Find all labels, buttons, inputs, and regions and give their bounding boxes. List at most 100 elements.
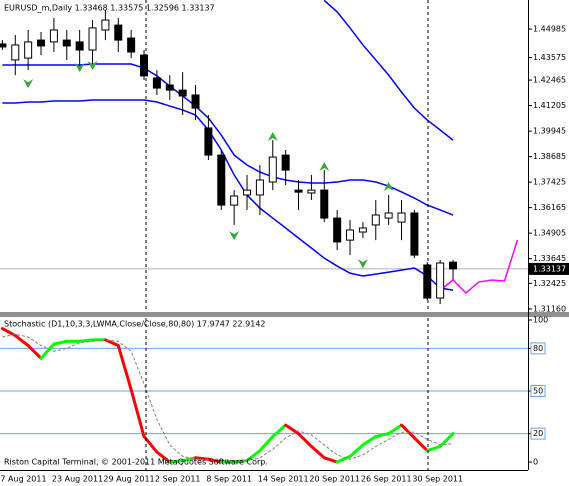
chart-title: EURUSD_m,Daily 1.33468 1.33575 1.32596 1… (4, 4, 215, 13)
level-label-box (530, 342, 546, 355)
stochastic-segment (400, 423, 416, 440)
stochastic-segment (232, 459, 249, 464)
candle-body (114, 24, 123, 41)
stochastic-segment (297, 432, 313, 448)
axes (0, 0, 569, 471)
candle-body (0, 43, 7, 48)
stochastic-segment (129, 388, 146, 438)
x-tick-label: 26 Sep 2011 (361, 475, 412, 484)
candle-body (255, 179, 264, 196)
y-tick-label: 20 (533, 429, 543, 438)
stochastic-plot (0, 327, 528, 464)
fractal-arrow (229, 231, 240, 241)
candle-body (281, 154, 290, 171)
x-tick-label: 8 Sep 2011 (206, 475, 252, 484)
fractal-arrow (319, 161, 330, 171)
price-tag (529, 262, 569, 275)
stochastic-segment (361, 434, 378, 447)
x-tick-label: 23 Aug 2011 (52, 475, 103, 484)
candle-body (371, 214, 380, 226)
candle-body (49, 29, 58, 43)
signal-line (2, 333, 454, 462)
candle-body (230, 195, 239, 206)
stochastic-segment (168, 459, 185, 464)
stochastic-segment (438, 432, 455, 448)
fractal-arrow (383, 182, 394, 192)
stochastic-segment (155, 450, 172, 464)
stochastic-segment (103, 338, 120, 348)
x-tick-label: 29 Aug 2011 (103, 475, 154, 484)
stochastic-segment (39, 342, 56, 360)
candle-body (37, 39, 46, 47)
x-tick-label: 2 Sep 2011 (155, 475, 201, 484)
stochastic-segment (258, 434, 275, 453)
candle-body (101, 19, 110, 31)
stochastic-segment (284, 423, 301, 436)
stochastic-segment (387, 423, 404, 436)
level-label-box (530, 427, 546, 440)
stochastic-segment (26, 344, 43, 360)
stochastic-segment (13, 334, 30, 348)
candle-body (88, 27, 97, 51)
y-tick-label: 1.34905 (533, 229, 566, 238)
stochastic-segment (271, 423, 288, 438)
y-tick-label: 1.42465 (533, 76, 566, 85)
price-line (2, 99, 454, 291)
candle-body (358, 227, 367, 233)
y-tick-label: 1.36165 (533, 203, 566, 212)
candle-body (127, 37, 136, 53)
candle-body (24, 41, 33, 59)
x-tick-label: 7 Aug 2011 (0, 475, 46, 484)
stochastic-segment (309, 444, 326, 460)
candle-body (423, 264, 432, 299)
price-plot (0, 0, 528, 305)
y-tick-label: 1.41205 (533, 101, 566, 110)
candle-body (62, 39, 71, 47)
y-tick-label: 1.43575 (533, 53, 566, 62)
y-tick-label: 1.31160 (533, 304, 566, 313)
fractal-arrow (357, 259, 368, 269)
candle-body (436, 262, 445, 299)
stochastic-segment (116, 344, 133, 392)
candle-body (307, 189, 316, 194)
stochastic-segment (348, 443, 365, 458)
stochastic-segment (412, 436, 429, 453)
candle-body (449, 261, 458, 270)
x-tick-label: 20 Sep 2011 (309, 475, 360, 484)
stochastic-segment (374, 432, 391, 438)
candle-body (204, 127, 213, 156)
stochastic-segment (322, 456, 339, 464)
x-tick-label: 30 Sep 2011 (412, 475, 463, 484)
y-tick-label: 80 (533, 344, 543, 353)
candle-body (152, 77, 161, 89)
fractal-arrow (87, 61, 98, 71)
y-tick-label: 1.44985 (533, 25, 566, 34)
candle-body (268, 156, 277, 183)
candle-body (333, 217, 342, 243)
panel-separator (0, 312, 569, 317)
stochastic-segment (52, 339, 69, 346)
y-tick-label: 1.38685 (533, 152, 566, 161)
price-line (323, 0, 454, 141)
copyright: Riston Capital Terminal, © 2001-2011 Met… (4, 458, 268, 467)
y-tick-label: 100 (533, 315, 548, 324)
price-tag-label: 1.33137 (533, 264, 566, 273)
stochastic-segment (425, 444, 442, 453)
fractal-arrow (23, 79, 34, 89)
candle-body (191, 94, 200, 109)
stochastic-segment (335, 454, 352, 464)
fractal-arrow (74, 63, 85, 73)
candle-body (294, 189, 303, 193)
candle-body (397, 212, 406, 223)
y-tick-label: 1.33645 (533, 254, 566, 263)
candle-body (75, 41, 84, 51)
candle-body (346, 229, 355, 241)
fractal-arrow (267, 132, 278, 142)
candle-body (165, 84, 174, 91)
y-tick-label: 1.32425 (533, 279, 566, 288)
candle-body (410, 212, 419, 256)
candle-body (384, 212, 393, 219)
